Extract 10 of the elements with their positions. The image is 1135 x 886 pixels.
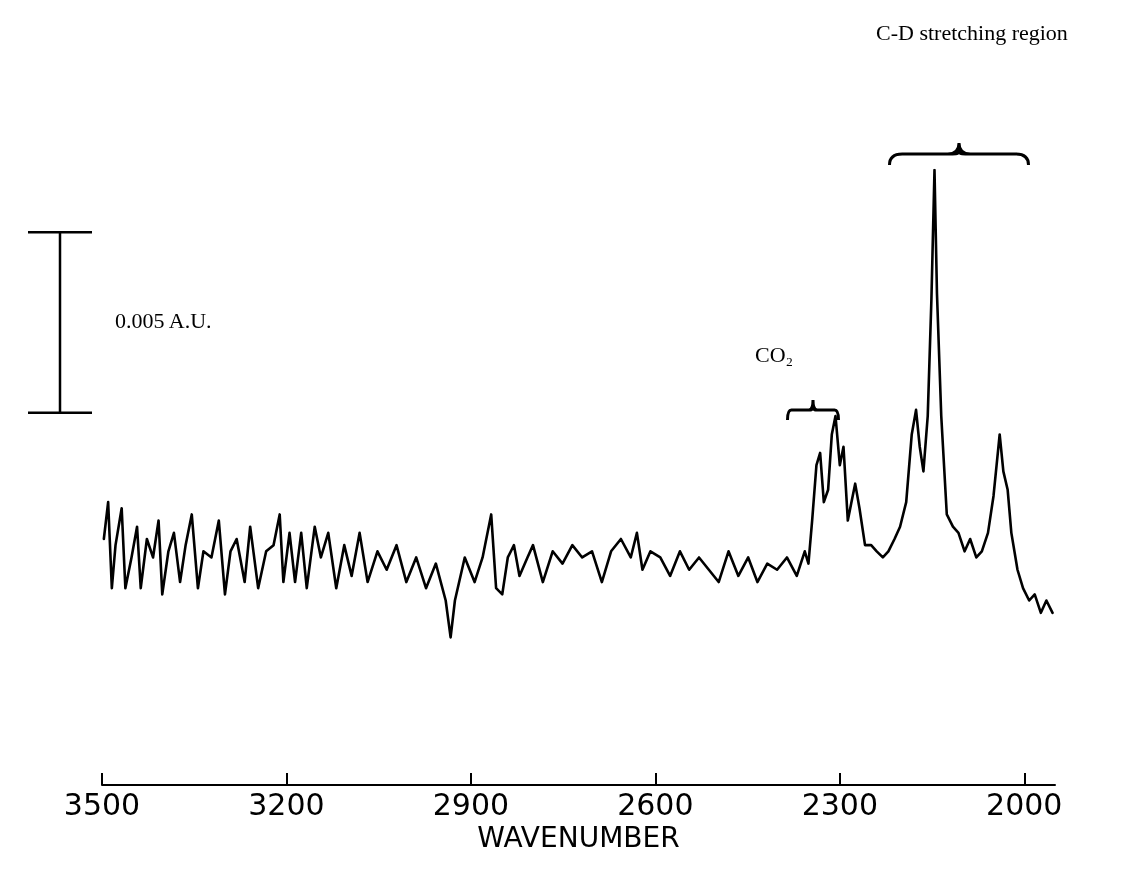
x-tick-label: 3200 bbox=[248, 786, 325, 822]
text: C-D stretching region bbox=[876, 20, 1068, 46]
annotation: CO₂ bbox=[755, 342, 794, 368]
x-tick-label: 2600 bbox=[617, 786, 694, 822]
x-tick-label: 2000 bbox=[986, 786, 1063, 822]
x-axis-title: WAVENUMBER bbox=[477, 821, 680, 855]
x-tick-label: 2900 bbox=[432, 786, 510, 822]
x-tick-label: 2300 bbox=[801, 786, 878, 822]
x-tick-label: 3500 bbox=[63, 786, 141, 822]
annotation: 0.005 A.U. bbox=[115, 308, 212, 334]
